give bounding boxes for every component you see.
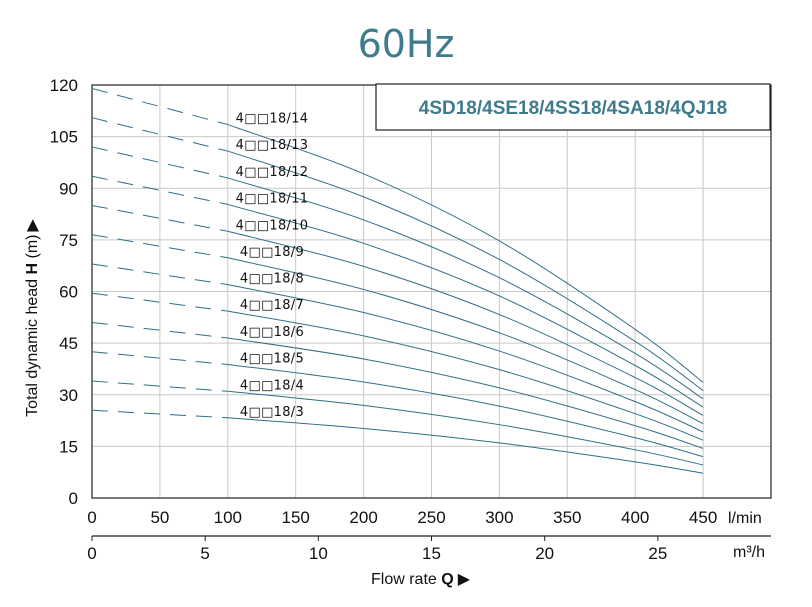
curve-label: 4□□18/5 bbox=[240, 351, 304, 366]
y-tick-label: 45 bbox=[59, 334, 78, 353]
curve-line bbox=[227, 284, 704, 433]
y-tick-label: 15 bbox=[59, 437, 78, 456]
x-axis-secondary: 0 5 10 15 20 25 bbox=[87, 535, 771, 563]
x-unit-secondary: m³/h bbox=[733, 544, 765, 561]
model-label: 4SD18/4SE18/4SS18/4SA18/4QJ18 bbox=[419, 98, 727, 119]
curve-line bbox=[227, 203, 704, 408]
curve-label: 4□□18/10 bbox=[236, 218, 309, 233]
x-tick-label: 50 bbox=[150, 508, 169, 527]
curve-dashed bbox=[91, 117, 228, 152]
curve-label: 4□□18/6 bbox=[240, 325, 304, 340]
curve-label: 4□□18/4 bbox=[240, 378, 304, 393]
curve-label: 4□□18/13 bbox=[236, 138, 309, 153]
curve-dashed bbox=[91, 146, 228, 179]
curve-label: 4□□18/7 bbox=[240, 298, 304, 313]
x-tick-label: 100 bbox=[214, 508, 242, 527]
curve-dashed bbox=[91, 87, 228, 126]
curve-line bbox=[227, 337, 704, 449]
curve-line bbox=[227, 230, 704, 416]
curves bbox=[91, 87, 704, 474]
x-tick-label: 0 bbox=[87, 508, 96, 527]
curve-label: 4□□18/14 bbox=[236, 112, 309, 127]
x-tick-label: 150 bbox=[282, 508, 310, 527]
x-tick-label-secondary: 0 bbox=[87, 544, 96, 563]
curve-line bbox=[227, 150, 704, 392]
curve-line bbox=[227, 124, 704, 383]
model-label-box: 4SD18/4SE18/4SS18/4SA18/4QJ18 bbox=[375, 83, 771, 131]
x-unit-primary: l/min bbox=[728, 510, 762, 527]
curve-line bbox=[227, 390, 704, 466]
x-tick-label-secondary: 25 bbox=[648, 544, 667, 563]
curve-label: 4□□18/8 bbox=[240, 272, 304, 287]
curve-dashed bbox=[91, 380, 228, 392]
curve-label: 4□□18/11 bbox=[236, 191, 309, 206]
y-tick-label: 30 bbox=[59, 386, 78, 405]
x-tick-label: 300 bbox=[485, 508, 513, 527]
x-tick-label: 450 bbox=[689, 508, 717, 527]
curve-line bbox=[227, 363, 704, 458]
y-axis-title: Total dynamic head H (m)▶ bbox=[24, 219, 41, 417]
x-tick-label-secondary: 15 bbox=[422, 544, 441, 563]
curve-labels: 4□□18/3 4□□18/4 4□□18/5 4□□18/6 4□□18/7 4□□18… bbox=[236, 112, 309, 420]
curve-dashed bbox=[91, 321, 228, 339]
curve-line bbox=[227, 417, 704, 474]
curve-dashed bbox=[91, 409, 228, 419]
x-tick-label-secondary: 20 bbox=[535, 544, 554, 563]
curve-label: 4□□18/12 bbox=[236, 165, 309, 180]
y-axis-ticks: 0 15 30 45 60 75 90 105 120 bbox=[50, 76, 78, 508]
x-tick-label: 350 bbox=[553, 508, 581, 527]
x-tick-label: 400 bbox=[621, 508, 649, 527]
curve-dashed bbox=[91, 234, 228, 259]
x-axis-ticks-primary: 0 50 100 150 200 250 300 350 400 450 bbox=[87, 508, 717, 527]
y-tick-label: 90 bbox=[59, 179, 78, 198]
x-tick-label-secondary: 10 bbox=[309, 544, 328, 563]
chart-title: 60Hz bbox=[357, 22, 455, 66]
curve-line bbox=[227, 310, 704, 441]
curve-line bbox=[227, 177, 704, 400]
curve-label: 4□□18/9 bbox=[240, 245, 304, 260]
curve-dashed bbox=[91, 263, 228, 286]
x-tick-label: 250 bbox=[417, 508, 445, 527]
y-tick-label: 60 bbox=[59, 283, 78, 302]
y-tick-label: 0 bbox=[69, 489, 78, 508]
curve-label: 4□□18/3 bbox=[240, 405, 304, 420]
curve-dashed bbox=[91, 292, 228, 312]
curve-dashed bbox=[91, 204, 228, 232]
y-tick-label: 120 bbox=[50, 76, 78, 95]
x-tick-label-secondary: 5 bbox=[200, 544, 209, 563]
x-axis-title: Flow rate Q ▶ bbox=[371, 571, 471, 588]
y-tick-label: 75 bbox=[59, 231, 78, 250]
curve-line bbox=[227, 257, 704, 425]
curve-dashed bbox=[91, 175, 228, 205]
x-tick-label: 200 bbox=[349, 508, 377, 527]
y-tick-label: 105 bbox=[50, 128, 78, 147]
curve-dashed bbox=[91, 351, 228, 365]
